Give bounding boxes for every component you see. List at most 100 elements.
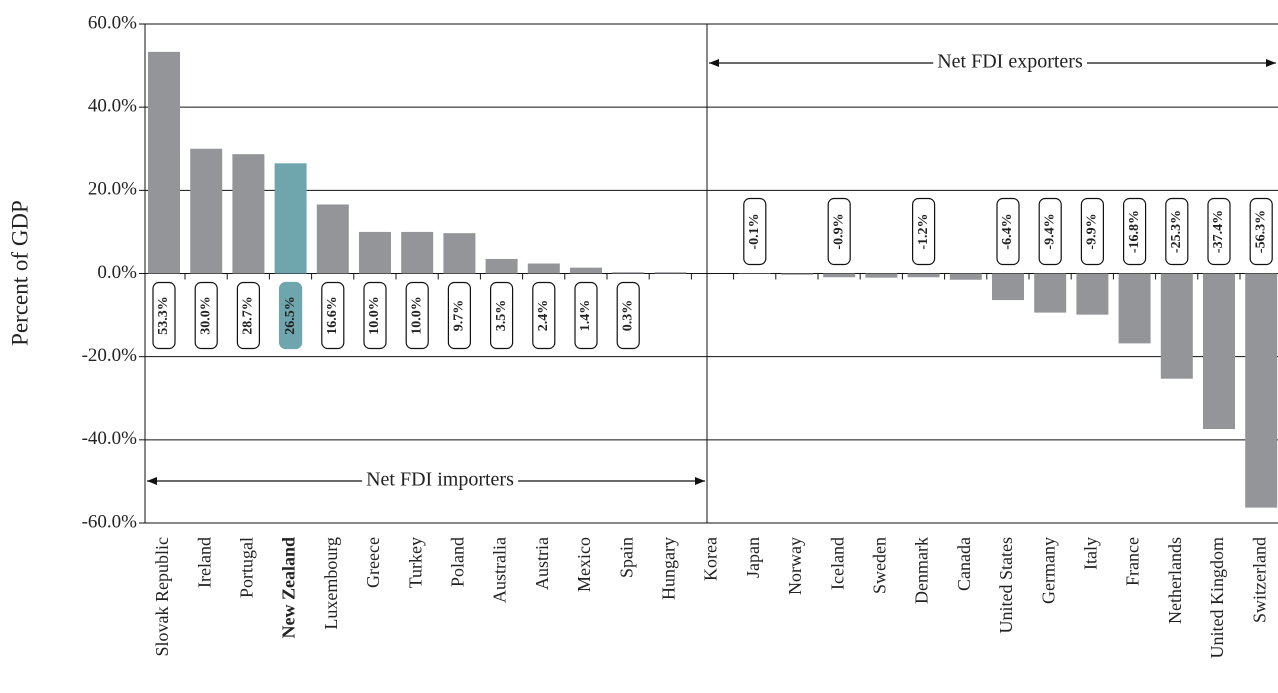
- bar: [865, 273, 898, 278]
- value-label: -25.3%: [1169, 210, 1184, 253]
- bar: [949, 273, 982, 280]
- value-label: 3.5%: [494, 300, 509, 332]
- value-label-box: [490, 281, 514, 350]
- value-label-box: [1080, 197, 1105, 266]
- y-tick-label: -40.0%: [82, 428, 138, 449]
- x-tick-label: Poland: [448, 537, 468, 587]
- value-label: -37.4%: [1211, 210, 1226, 253]
- value-label: -56.3%: [1253, 210, 1268, 253]
- bar: [781, 273, 813, 275]
- bar: [992, 273, 1024, 301]
- x-tick-label: Denmark: [912, 537, 932, 604]
- x-tick-label: Norway: [785, 537, 805, 595]
- bar: [401, 231, 434, 274]
- bar: [1245, 273, 1278, 508]
- x-tick-label: France: [1123, 537, 1143, 586]
- x-tick-label: Greece: [363, 537, 383, 588]
- x-tick-label: Canada: [954, 537, 974, 591]
- x-tick-label: Slovak Republic: [152, 537, 172, 657]
- x-tick-label: Iceland: [827, 537, 847, 590]
- bar: [232, 154, 265, 274]
- value-label-box: [911, 197, 936, 266]
- value-label-box: [405, 281, 429, 350]
- bar: [190, 148, 223, 274]
- bar: [485, 258, 518, 274]
- x-tick-label: Korea: [701, 537, 721, 581]
- value-label: 1.4%: [578, 300, 593, 332]
- value-label: 9.7%: [452, 300, 467, 332]
- value-label: 30.0%: [198, 296, 213, 335]
- annotation-bg: [362, 468, 519, 491]
- x-tick-label: Italy: [1081, 537, 1101, 570]
- x-tick-label: Portugal: [237, 537, 257, 598]
- value-label-box: [1165, 197, 1189, 266]
- x-tick-label: Netherlands: [1165, 537, 1185, 624]
- x-tick-label: United Kingdom: [1207, 537, 1227, 659]
- value-label: 2.4%: [536, 300, 551, 332]
- value-label: -6.4%: [1000, 213, 1015, 249]
- bar: [654, 272, 687, 274]
- x-tick-label: Turkey: [405, 537, 425, 588]
- bar: [570, 267, 602, 274]
- value-label-box: [574, 281, 598, 350]
- x-tick-label: Mexico: [574, 537, 594, 592]
- bar: [1160, 273, 1193, 379]
- y-tick-label: 0.0%: [97, 262, 137, 283]
- value-label-box: [194, 281, 218, 350]
- bar: [148, 51, 180, 274]
- value-label-box: [1122, 197, 1147, 266]
- bar: [1203, 273, 1235, 430]
- y-tick-label: -60.0%: [82, 511, 138, 532]
- value-label: 10.0%: [367, 296, 382, 335]
- annotation: Net FDI exporters: [937, 51, 1083, 73]
- y-axis-title: Percent of GDP: [7, 200, 32, 346]
- value-label-box: [321, 281, 345, 350]
- bar: [316, 204, 349, 274]
- value-label: 0.3%: [620, 300, 635, 332]
- x-tick-label: United States: [996, 537, 1016, 634]
- value-label: -0.9%: [831, 213, 846, 249]
- x-tick-label: Germany: [1038, 537, 1058, 604]
- value-label-box: [532, 281, 556, 350]
- value-label-box: [279, 281, 303, 350]
- y-tick-label: 40.0%: [88, 96, 137, 117]
- x-tick-label: Luxembourg: [321, 537, 341, 630]
- x-tick-label: Switzerland: [1249, 537, 1269, 623]
- y-tick-label: 20.0%: [88, 179, 137, 200]
- x-tick-label: Sweden: [870, 537, 890, 594]
- annotation: Net FDI importers: [366, 469, 514, 491]
- value-label-box: [743, 197, 767, 266]
- value-label-box: [827, 197, 851, 266]
- value-label-box: [152, 281, 176, 350]
- bar: [1034, 273, 1067, 313]
- x-tick-label: Austria: [532, 537, 552, 590]
- value-label: -9.4%: [1042, 213, 1057, 249]
- value-label-box: [447, 281, 471, 350]
- value-label-box: [996, 197, 1020, 266]
- bar: [907, 273, 940, 278]
- value-label: -16.8%: [1127, 210, 1142, 253]
- value-label-box: [236, 281, 260, 350]
- value-label-box: [1038, 197, 1062, 266]
- value-label-box: [363, 281, 387, 350]
- value-label: 28.7%: [241, 296, 256, 335]
- x-tick-label: Spain: [616, 537, 636, 578]
- y-tick-label: 60.0%: [88, 12, 137, 33]
- value-label: 16.6%: [325, 296, 340, 335]
- bar: [612, 272, 645, 274]
- y-tick-label: -20.0%: [82, 345, 138, 366]
- x-tick-label: Hungary: [659, 537, 679, 600]
- annotation-bg: [933, 50, 1087, 73]
- bar: [359, 231, 391, 274]
- bar: [1076, 273, 1109, 315]
- value-label: 26.5%: [283, 296, 298, 335]
- bar: [443, 233, 476, 274]
- value-label-box: [1207, 197, 1231, 266]
- value-label: 53.3%: [156, 296, 171, 335]
- value-label: -9.9%: [1085, 213, 1100, 249]
- x-tick-label: New Zealand: [279, 537, 299, 639]
- x-tick-label: Ireland: [194, 537, 214, 588]
- bar: [527, 263, 560, 274]
- bar: [1118, 273, 1151, 344]
